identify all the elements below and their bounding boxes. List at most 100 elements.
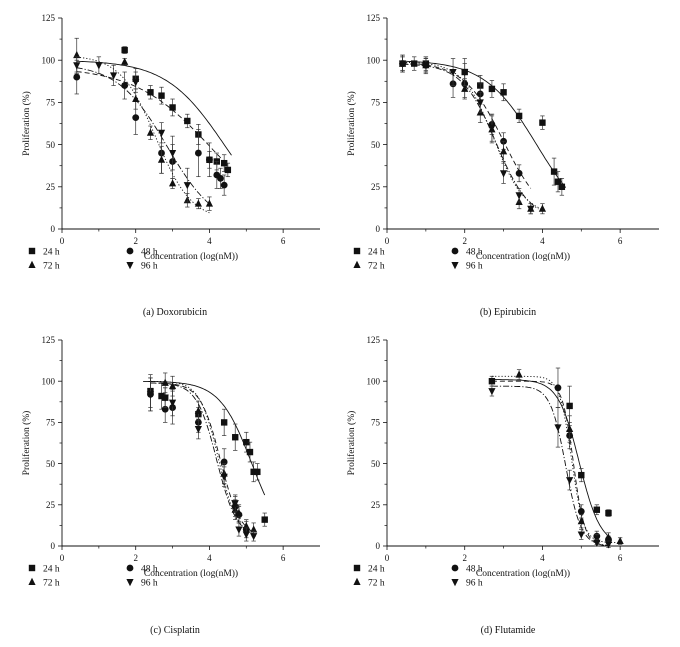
plot-4: 0 2 4 6 0 25 50 75 100 125 Concentration (log(nM))… (346, 335, 659, 589)
data-point (217, 174, 224, 182)
legend-marker (126, 262, 134, 270)
legend-marker (451, 262, 459, 270)
panel-doxorubicin: (a) Doxorubicin (143, 307, 207, 318)
data-point (250, 525, 258, 533)
x-tick-label: 2 (133, 236, 138, 246)
y-tick-label: 50 (371, 140, 381, 150)
y-axis-label: Proliferation (%) (346, 91, 357, 156)
x-axis-label: Concentration (log(nM)) (144, 251, 238, 262)
data-point (132, 94, 140, 103)
x-tick-label: 4 (207, 553, 212, 563)
data-point (168, 179, 177, 187)
legend-marker (28, 577, 36, 585)
data-point (146, 391, 155, 399)
x-tick-label: 6 (618, 553, 623, 563)
data-point (593, 539, 601, 547)
data-point (161, 394, 169, 402)
data-point (169, 104, 176, 111)
data-point (243, 438, 250, 446)
data-point (449, 69, 457, 77)
legend-label: 72 h (43, 579, 60, 589)
x-tick-label: 6 (618, 236, 623, 246)
data-point (538, 204, 547, 212)
y-tick-label: 75 (46, 98, 56, 108)
fit-curve (402, 63, 539, 210)
x-tick-label: 2 (133, 553, 138, 563)
data-point (566, 477, 574, 485)
legend-marker (28, 260, 36, 268)
x-tick-label: 0 (385, 553, 390, 563)
data-point (578, 471, 585, 479)
legend-label: 72 h (43, 262, 60, 272)
legend-label: 24 h (368, 248, 385, 258)
series-96h (398, 56, 539, 215)
fit-curve (150, 382, 254, 533)
data-point (206, 156, 213, 164)
data-point (550, 168, 558, 175)
data-point (157, 129, 166, 137)
legend-label: 48 h (466, 565, 483, 575)
series-96h (73, 56, 210, 205)
data-point (158, 92, 165, 99)
plot-2: 0 2 4 6 0 25 50 75 100 125 Concentration (log(nM))… (346, 13, 659, 272)
fit-curve (402, 60, 567, 188)
data-point (231, 500, 239, 508)
legend: 24 h 48 h 72 h 96 h (353, 248, 483, 272)
caption-cisplatin: (c) Cisplatin (150, 625, 200, 636)
plot-3: 0 2 4 6 0 25 50 75 100 125 Concentration (log(nM))… (21, 335, 320, 589)
data-point (476, 99, 484, 107)
fit-curve (150, 380, 254, 535)
x-tick-label: 4 (540, 553, 545, 563)
data-point (220, 473, 228, 481)
fit-curve (76, 56, 210, 214)
data-point (220, 181, 228, 189)
data-point (566, 424, 574, 432)
legend: 24 h 48 h 72 h 96 h (28, 248, 158, 272)
data-point (147, 89, 154, 96)
y-tick-label: 0 (376, 224, 381, 234)
x-tick-label: 6 (281, 236, 286, 246)
data-point (73, 73, 81, 81)
series-24h (488, 375, 612, 537)
legend-label: 48 h (466, 248, 483, 258)
x-tick-label: 0 (385, 236, 390, 246)
data-point (488, 124, 496, 132)
data-point (194, 199, 202, 207)
legend-label: 24 h (43, 565, 60, 575)
fit-curve (76, 60, 232, 156)
y-tick-label: 125 (367, 13, 381, 23)
x-tick-label: 0 (60, 236, 65, 246)
y-tick-label: 0 (51, 224, 56, 234)
y-tick-label: 0 (376, 541, 381, 551)
legend-label: 72 h (368, 262, 385, 272)
data-point (515, 112, 523, 120)
data-point (146, 128, 155, 136)
data-point (616, 536, 624, 545)
data-point (121, 82, 129, 89)
data-point (250, 468, 257, 476)
fit-curve (76, 71, 229, 166)
data-point (110, 72, 118, 80)
legend-marker (451, 564, 459, 572)
data-point (422, 62, 430, 70)
data-point (235, 508, 243, 517)
x-tick-label: 2 (462, 236, 467, 246)
y-tick-label: 50 (371, 459, 381, 469)
x-tick-label: 6 (281, 553, 286, 563)
data-point (527, 205, 535, 213)
legend-label: 96 h (141, 262, 158, 272)
legend-label: 24 h (43, 248, 60, 258)
data-point (554, 424, 562, 432)
legend-marker (28, 564, 36, 572)
y-tick-label: 50 (46, 140, 56, 150)
legend-marker (353, 564, 361, 572)
y-axis-label: Proliferation (%) (21, 411, 32, 476)
panel-epirubicin: (b) Epirubicin (480, 307, 536, 318)
fit-curve (491, 379, 609, 537)
y-tick-label: 100 (367, 376, 381, 386)
data-point (499, 147, 508, 155)
data-point (593, 506, 601, 513)
data-point (242, 531, 250, 539)
y-axis-label: Proliferation (%) (346, 411, 357, 476)
